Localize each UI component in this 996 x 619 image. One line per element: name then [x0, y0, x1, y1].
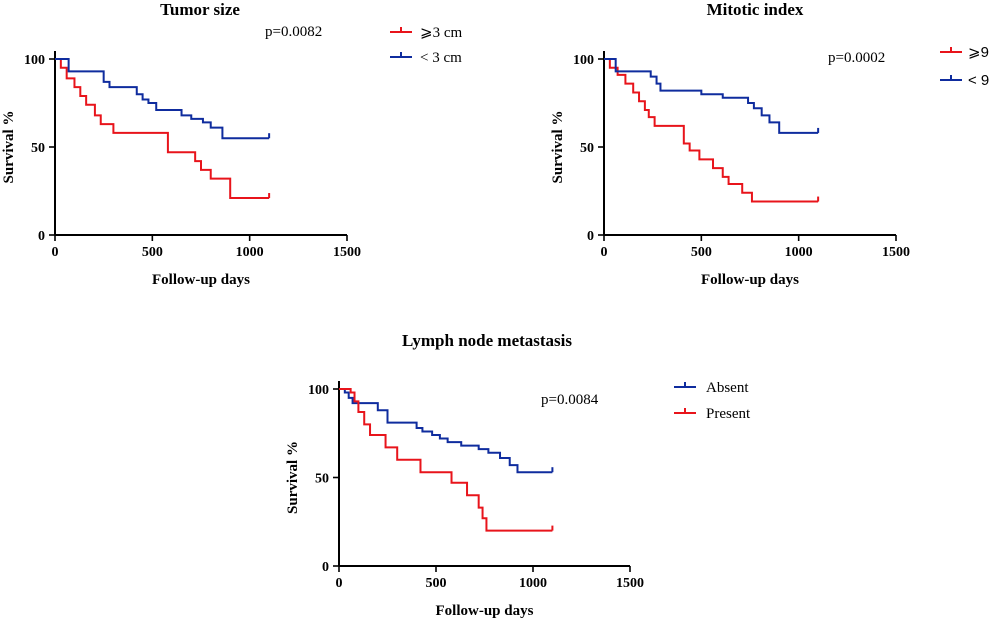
x-axis-label: Follow-up days: [436, 603, 534, 619]
p-value-annotation: p=0.0084: [541, 392, 599, 408]
chart-mitotic-index: Mitotic index 0 500 1000 1500 0 50 100 Follow-up…: [550, 0, 989, 288]
x-tick-label: 1000: [236, 245, 264, 260]
x-tick-label: 0: [52, 245, 59, 260]
legend-label: < 3 cm: [420, 50, 462, 66]
legend-label: Present: [706, 406, 751, 422]
km-curve-series-9: [604, 58, 819, 134]
x-tick-label: 500: [426, 576, 447, 591]
x-tick-label: 500: [142, 245, 163, 260]
y-axis-label: Survival %: [1, 111, 17, 184]
x-tick-label: 1000: [519, 576, 547, 591]
legend-label: < 9: [968, 72, 989, 89]
x-tick-label: 0: [336, 576, 343, 591]
km-curve-series-absent: [339, 388, 553, 474]
km-curve-series-9: [604, 58, 819, 203]
y-tick-label: 50: [580, 141, 594, 156]
y-tick-label: 0: [38, 229, 45, 244]
y-tick-label: 0: [322, 560, 329, 575]
km-curve-series-present: [339, 388, 553, 532]
x-tick-label: 1500: [882, 245, 910, 260]
km-curve-series-3-cm: [55, 58, 270, 200]
p-value-annotation: p=0.0082: [265, 24, 322, 40]
x-tick-label: 1500: [333, 245, 361, 260]
y-tick-label: 0: [587, 229, 594, 244]
p-value-annotation: p=0.0002: [828, 50, 885, 66]
x-axis-label: Follow-up days: [152, 272, 250, 288]
chart-title: Tumor size: [160, 0, 240, 19]
y-axis-label: Survival %: [285, 441, 301, 514]
x-tick-label: 1000: [785, 245, 813, 260]
x-tick-label: 1500: [616, 576, 644, 591]
y-tick-label: 100: [24, 53, 45, 68]
x-axis-label: Follow-up days: [701, 272, 799, 288]
y-tick-label: 50: [315, 472, 329, 487]
chart-title: Mitotic index: [707, 0, 804, 19]
y-tick-label: 100: [573, 53, 594, 68]
legend-label: ⩾9: [968, 44, 989, 61]
y-tick-label: 50: [31, 141, 45, 156]
km-curve-series-3-cm: [55, 58, 270, 140]
legend-label: ⩾3 cm: [420, 25, 462, 41]
x-tick-label: 0: [601, 245, 608, 260]
chart-tumor-size: Tumor size 0 500 1000 1500 0 50 100 Follow-up da…: [1, 0, 462, 288]
chart-lymph-node-metastasis: Lymph node metastasis 0 500 1000 1500 0 50 100 F…: [285, 331, 751, 619]
y-tick-label: 100: [308, 383, 329, 398]
y-axis-label: Survival %: [550, 111, 566, 184]
x-tick-label: 500: [691, 245, 712, 260]
chart-title: Lymph node metastasis: [402, 331, 572, 350]
legend-label: Absent: [706, 380, 749, 396]
